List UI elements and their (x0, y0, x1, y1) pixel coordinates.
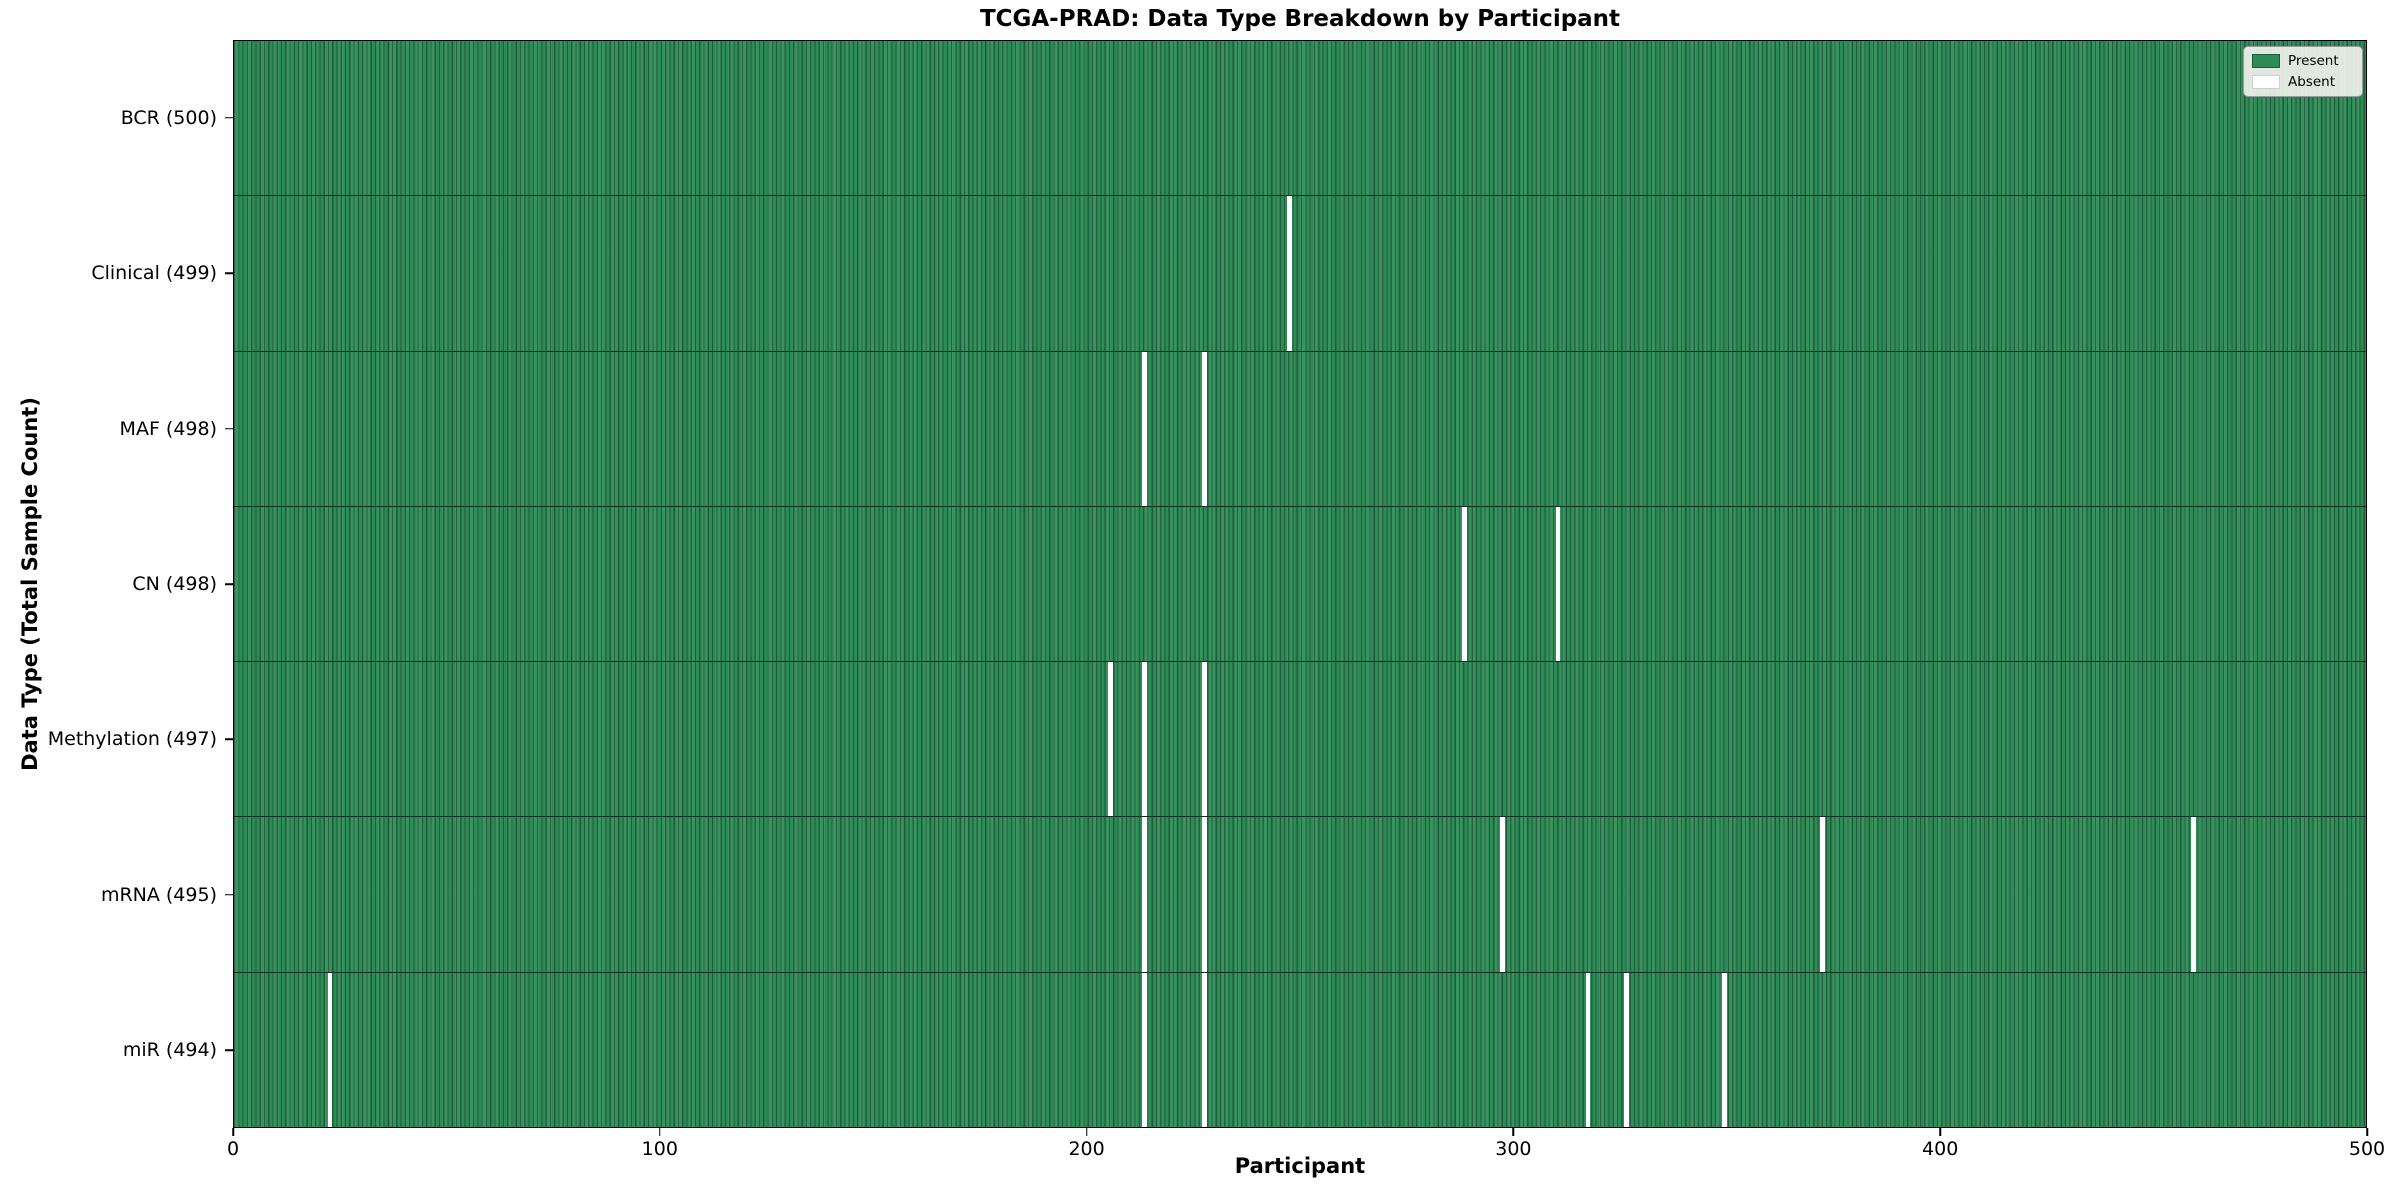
legend-swatch-icon (2252, 54, 2280, 68)
y-axis-ticks: BCR (500) Clinical (499) MAF (498) CN (498)… (0, 40, 233, 1128)
heatmap-row-maf (234, 350, 2366, 506)
heatmap-row-clinical (234, 195, 2366, 351)
absent-gap (1201, 972, 1207, 1127)
heatmap-row-methylation (234, 661, 2366, 817)
absent-gap (2191, 817, 2196, 972)
x-tick-label: 300 (1495, 1138, 1532, 1160)
absent-gap (1142, 662, 1147, 817)
y-tick-mark (225, 738, 233, 741)
y-tick-mark (225, 583, 233, 585)
absent-gap (1201, 817, 1207, 972)
x-tick-label: 100 (641, 1138, 678, 1160)
y-tick-mark (225, 427, 233, 430)
chart-title: TCGA-PRAD: Data Type Breakdown by Partic… (979, 6, 1621, 32)
legend-item-present: Present (2252, 53, 2354, 69)
x-tick-mark (1939, 1128, 1941, 1136)
absent-gap (1287, 196, 1292, 351)
absent-gap (1624, 972, 1629, 1127)
absent-gap (1555, 506, 1561, 662)
y-tick-label: Clinical (499) (91, 262, 217, 285)
x-tick-label: 400 (1922, 1138, 1959, 1160)
absent-gap (1462, 506, 1467, 662)
x-tick-mark (1512, 1128, 1515, 1136)
legend-label: Present (2288, 53, 2339, 69)
heatmap-row-mir (234, 971, 2366, 1127)
x-axis-ticks: 0 100 200 300 400 500 (227, 1128, 2385, 1160)
x-tick-mark (232, 1128, 234, 1136)
absent-gap (1142, 817, 1147, 972)
legend: Present Absent (2243, 46, 2363, 97)
legend-item-absent: Absent (2252, 74, 2354, 90)
plot-area (233, 40, 2367, 1128)
y-tick-label: Methylation (497) (47, 728, 217, 751)
y-tick-mark (225, 116, 233, 119)
x-tick-label: 500 (2348, 1138, 2386, 1160)
legend-swatch-icon (2252, 75, 2280, 89)
heatmap-row-mrna (234, 816, 2366, 972)
absent-gap (1201, 351, 1207, 506)
x-tick-label: 0 (226, 1138, 240, 1160)
absent-gap (1585, 972, 1591, 1127)
legend-label: Absent (2288, 74, 2335, 90)
absent-gap (1500, 817, 1505, 972)
x-tick-label: 200 (1068, 1138, 1105, 1160)
y-tick-mark (225, 894, 233, 896)
absent-gap (1142, 972, 1147, 1127)
x-axis-label: Participant (1234, 1154, 1366, 1178)
absent-gap (1201, 662, 1207, 817)
absent-gap (327, 972, 333, 1127)
x-tick-mark (2366, 1128, 2368, 1136)
absent-gap (1142, 351, 1147, 506)
absent-gap (1722, 972, 1727, 1127)
y-tick-label: CN (498) (132, 573, 217, 595)
y-tick-label: BCR (500) (120, 106, 217, 129)
absent-gap (1108, 662, 1113, 817)
y-tick-label: MAF (498) (119, 417, 217, 440)
y-tick-label: mRNA (495) (100, 883, 217, 906)
heatmap-row-cn (234, 505, 2366, 662)
y-tick-label: miR (494) (122, 1039, 217, 1062)
x-tick-mark (659, 1128, 661, 1136)
y-tick-mark (225, 1049, 233, 1052)
x-tick-mark (1085, 1128, 1088, 1136)
heatmap-row-bcr (234, 41, 2366, 196)
absent-gap (1820, 817, 1825, 972)
y-tick-mark (225, 272, 233, 274)
